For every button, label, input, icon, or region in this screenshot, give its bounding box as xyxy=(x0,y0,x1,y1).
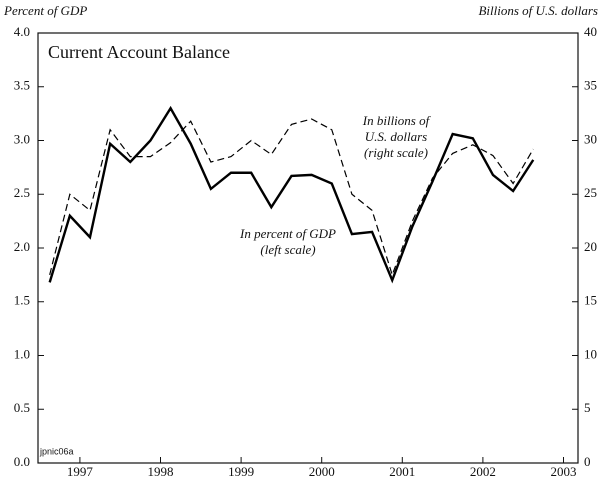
annotation: In percent of GDP xyxy=(239,226,336,241)
series-line xyxy=(48,105,535,284)
y-tick-label: 0.5 xyxy=(14,400,30,415)
y2-tick-label: 25 xyxy=(584,185,597,200)
series-line xyxy=(49,118,534,277)
annotation: U.S. dollars xyxy=(365,129,427,144)
x-tick-label: 2000 xyxy=(309,464,335,479)
annotation: jpnic06a xyxy=(39,446,74,456)
y2-tick-label: 5 xyxy=(584,400,591,415)
y2-tick-label: 30 xyxy=(584,131,597,146)
y2-tick-label: 20 xyxy=(584,239,597,254)
y2-tick-label: 0 xyxy=(584,454,591,469)
y-axis-title: Percent of GDP xyxy=(3,3,87,18)
x-tick-label: 2003 xyxy=(550,464,576,479)
x-tick-label: 1999 xyxy=(228,464,254,479)
y-tick-label: 3.0 xyxy=(14,131,30,146)
y2-tick-label: 35 xyxy=(584,78,597,93)
x-tick-label: 2001 xyxy=(389,464,415,479)
x-tick-label: 2002 xyxy=(470,464,496,479)
y-tick-label: 2.5 xyxy=(14,185,30,200)
y-tick-label: 2.0 xyxy=(14,239,30,254)
y-tick-label: 4.0 xyxy=(14,24,30,39)
chart-title: Current Account Balance xyxy=(48,42,230,62)
y2-tick-label: 40 xyxy=(584,24,597,39)
y2-tick-label: 10 xyxy=(584,346,597,361)
x-tick-label: 1997 xyxy=(67,464,94,479)
annotation: (left scale) xyxy=(260,242,315,257)
y-tick-label: 3.5 xyxy=(14,78,30,93)
annotation: In billions of xyxy=(362,113,432,128)
y2-axis-title: Billions of U.S. dollars xyxy=(478,3,598,18)
x-tick-label: 1998 xyxy=(148,464,174,479)
y2-tick-label: 15 xyxy=(584,293,597,308)
annotation: (right scale) xyxy=(364,145,428,160)
y-tick-label: 0.0 xyxy=(14,454,30,469)
y-tick-label: 1.5 xyxy=(14,293,30,308)
y-tick-label: 1.0 xyxy=(14,346,30,361)
